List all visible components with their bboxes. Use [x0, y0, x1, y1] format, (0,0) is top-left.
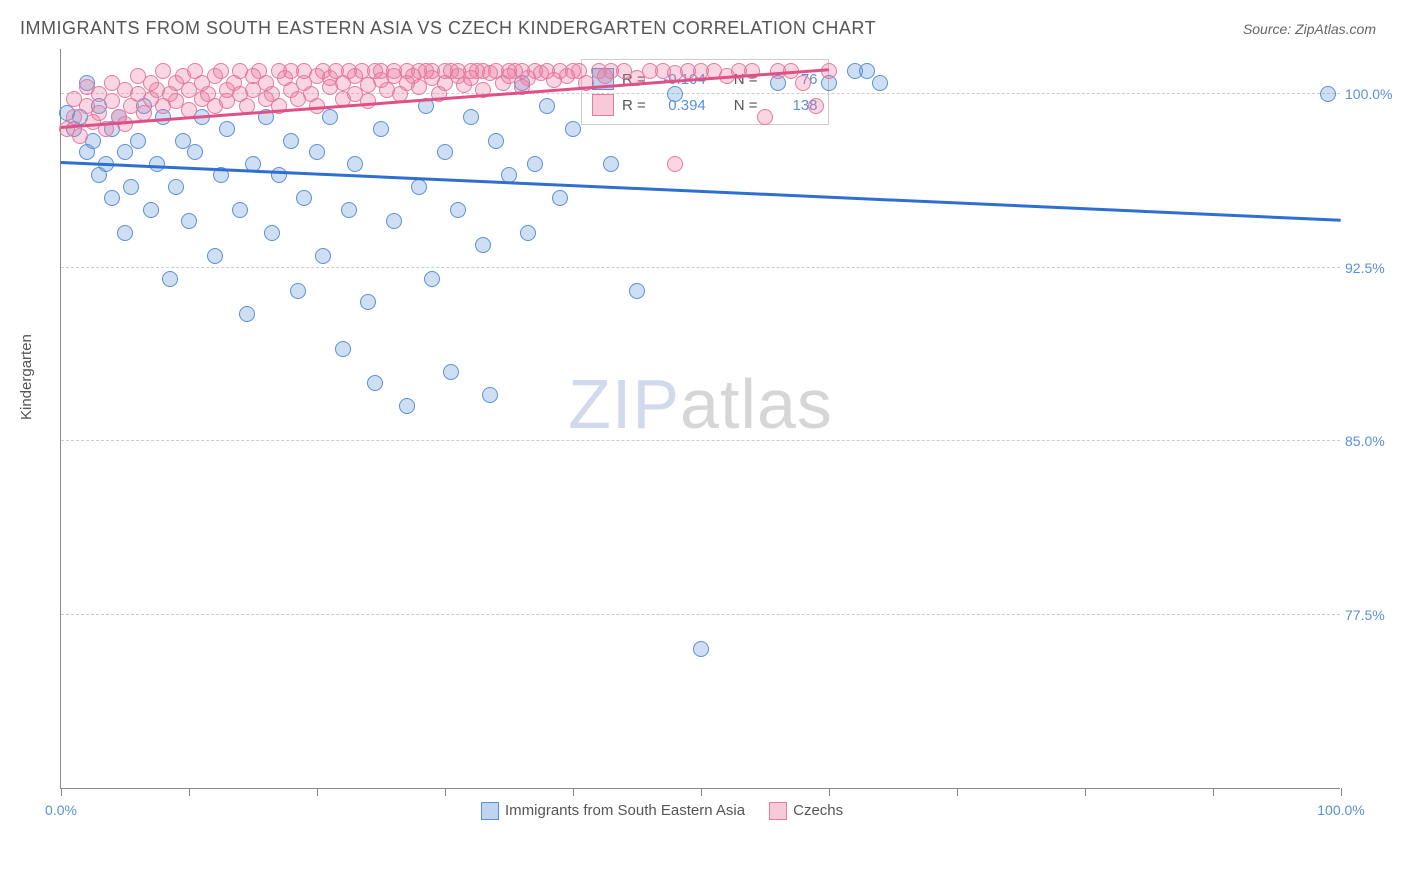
scatter-point [117, 225, 133, 241]
y-axis-label: Kindergarten [18, 334, 35, 420]
series-legend: Immigrants from South Eastern Asia Czechs [481, 802, 843, 820]
x-tick [1085, 788, 1086, 796]
legend-label: Immigrants from South Eastern Asia [505, 802, 745, 819]
scatter-point [232, 202, 248, 218]
x-tick [445, 788, 446, 796]
y-tick-label: 100.0% [1345, 86, 1400, 102]
legend-item: Immigrants from South Eastern Asia [481, 802, 745, 820]
scatter-point [527, 156, 543, 172]
y-tick-label: 85.0% [1345, 433, 1400, 449]
scatter-point [463, 109, 479, 125]
scatter-point [347, 156, 363, 172]
scatter-point [219, 121, 235, 137]
x-tick [1213, 788, 1214, 796]
legend-label: Czechs [793, 802, 843, 819]
scatter-point [360, 294, 376, 310]
scatter-point [475, 237, 491, 253]
scatter-point [335, 341, 351, 357]
legend-item: Czechs [769, 802, 843, 820]
scatter-point [143, 202, 159, 218]
legend-swatch [481, 802, 499, 820]
scatter-point [207, 248, 223, 264]
scatter-point [488, 133, 504, 149]
x-tick [701, 788, 702, 796]
x-tick [61, 788, 62, 796]
scatter-point [123, 179, 139, 195]
scatter-point [117, 144, 133, 160]
legend-swatch [769, 802, 787, 820]
scatter-point [437, 144, 453, 160]
scatter-point [757, 109, 773, 125]
scatter-point [72, 128, 88, 144]
scatter-point [552, 190, 568, 206]
scatter-point [443, 364, 459, 380]
scatter-point [386, 213, 402, 229]
trend-line [61, 161, 1341, 221]
scatter-point [693, 641, 709, 657]
gridline [61, 440, 1340, 441]
scatter-point [149, 156, 165, 172]
y-tick-label: 92.5% [1345, 260, 1400, 276]
scatter-point [181, 213, 197, 229]
scatter-point [162, 271, 178, 287]
scatter-point [482, 387, 498, 403]
scatter-point [187, 144, 203, 160]
scatter-point [565, 121, 581, 137]
scatter-point [290, 283, 306, 299]
scatter-point [1320, 86, 1336, 102]
scatter-point [667, 156, 683, 172]
x-tick [573, 788, 574, 796]
x-tick [829, 788, 830, 796]
scatter-point [66, 109, 82, 125]
scatter-point [322, 109, 338, 125]
scatter-point [629, 283, 645, 299]
scatter-point [91, 105, 107, 121]
scatter-point [603, 156, 619, 172]
scatter-point [795, 75, 811, 91]
scatter-point [373, 121, 389, 137]
scatter-point [411, 179, 427, 195]
chart-title: IMMIGRANTS FROM SOUTH EASTERN ASIA VS CZ… [20, 18, 876, 39]
x-tick-label: 100.0% [1317, 802, 1364, 818]
scatter-point [821, 63, 837, 79]
scatter-point [808, 98, 824, 114]
scatter-plot-area: ZIPatlas R =-0.104N =76R =0.394N =138 Im… [60, 49, 1340, 789]
scatter-point [264, 225, 280, 241]
scatter-point [872, 75, 888, 91]
scatter-point [117, 116, 133, 132]
y-tick-label: 77.5% [1345, 607, 1400, 623]
scatter-point [104, 190, 120, 206]
scatter-point [399, 398, 415, 414]
source-attribution: Source: ZipAtlas.com [1243, 21, 1376, 37]
scatter-point [667, 86, 683, 102]
scatter-point [168, 179, 184, 195]
x-tick [957, 788, 958, 796]
x-tick [1341, 788, 1342, 796]
scatter-point [309, 144, 325, 160]
watermark: ZIPatlas [568, 364, 833, 444]
scatter-point [450, 202, 466, 218]
x-tick [317, 788, 318, 796]
gridline [61, 614, 1340, 615]
scatter-point [520, 225, 536, 241]
legend-n-label: N = [734, 97, 758, 114]
scatter-point [539, 98, 555, 114]
scatter-point [296, 190, 312, 206]
scatter-point [239, 306, 255, 322]
scatter-point [130, 133, 146, 149]
x-tick-label: 0.0% [45, 802, 77, 818]
legend-row: R =0.394N =138 [592, 92, 818, 118]
scatter-point [367, 375, 383, 391]
scatter-point [104, 93, 120, 109]
scatter-point [360, 93, 376, 109]
x-tick [189, 788, 190, 796]
scatter-point [315, 248, 331, 264]
scatter-point [283, 133, 299, 149]
scatter-point [341, 202, 357, 218]
scatter-point [424, 271, 440, 287]
legend-swatch [592, 94, 614, 116]
legend-r-label: R = [622, 97, 646, 114]
gridline [61, 267, 1340, 268]
